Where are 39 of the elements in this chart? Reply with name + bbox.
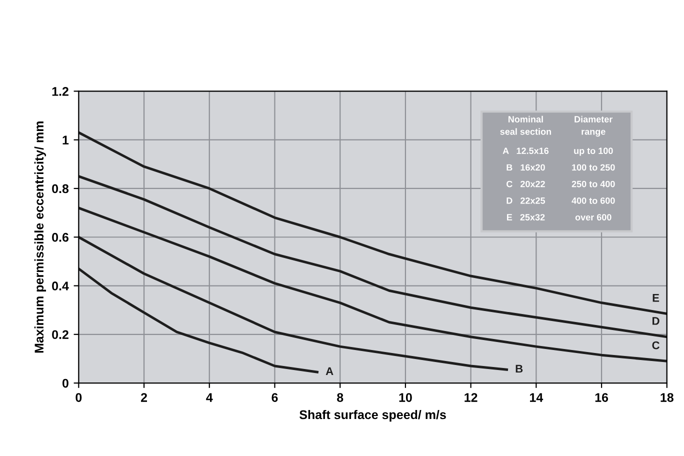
y-axis-title: Maximum permissible eccentricity/ mm xyxy=(34,122,46,353)
x-tick-label: 0 xyxy=(76,393,82,402)
x-tick-label: 2 xyxy=(140,393,147,402)
x-tick-label: 4 xyxy=(206,393,213,402)
y-tick-label: 0.4 xyxy=(52,282,69,290)
annotation: A 12.5x16 xyxy=(502,148,549,154)
annotation: E xyxy=(652,294,660,302)
annotation: D xyxy=(652,317,660,325)
annotation: A xyxy=(326,367,334,375)
x-tick-label: 6 xyxy=(272,393,278,402)
y-tick-label: 0.8 xyxy=(52,184,69,194)
y-tick-label: 0.6 xyxy=(52,232,68,242)
y-tick-label: 1.2 xyxy=(52,87,68,96)
x-tick-label: 16 xyxy=(595,393,608,402)
x-tick-label: 14 xyxy=(530,393,544,402)
line-series xyxy=(78,175,667,338)
annotation: B 16x20 xyxy=(506,164,545,171)
annotation: B xyxy=(516,364,523,373)
annotation: Nominal seal section xyxy=(500,116,552,135)
x-axis-title: Shaft surface speed/ m/s xyxy=(300,410,446,422)
x-tick-label: 12 xyxy=(464,393,478,402)
line-series xyxy=(78,267,318,374)
y-tick-label: 1 xyxy=(62,136,69,144)
annotation: 400 to 600 xyxy=(572,197,615,204)
annotation: C xyxy=(652,341,660,350)
line-series xyxy=(78,206,667,362)
x-tick-label: 8 xyxy=(337,393,344,402)
annotation: Diameter range xyxy=(574,116,613,137)
annotation: C 20x22 xyxy=(506,180,545,188)
annotation: up to 100 xyxy=(574,148,613,156)
annotation: E 25x32 xyxy=(507,214,545,220)
annotation: over 600 xyxy=(575,214,612,220)
y-tick-label: 0.2 xyxy=(52,330,68,340)
annotation: D 22x25 xyxy=(506,197,546,204)
annotation: 250 to 400 xyxy=(572,180,615,188)
x-tick-label: 10 xyxy=(399,393,412,402)
x-tick-label: 18 xyxy=(660,393,674,402)
annotation: 100 to 250 xyxy=(572,164,615,171)
y-tick-label: 0 xyxy=(62,378,68,388)
